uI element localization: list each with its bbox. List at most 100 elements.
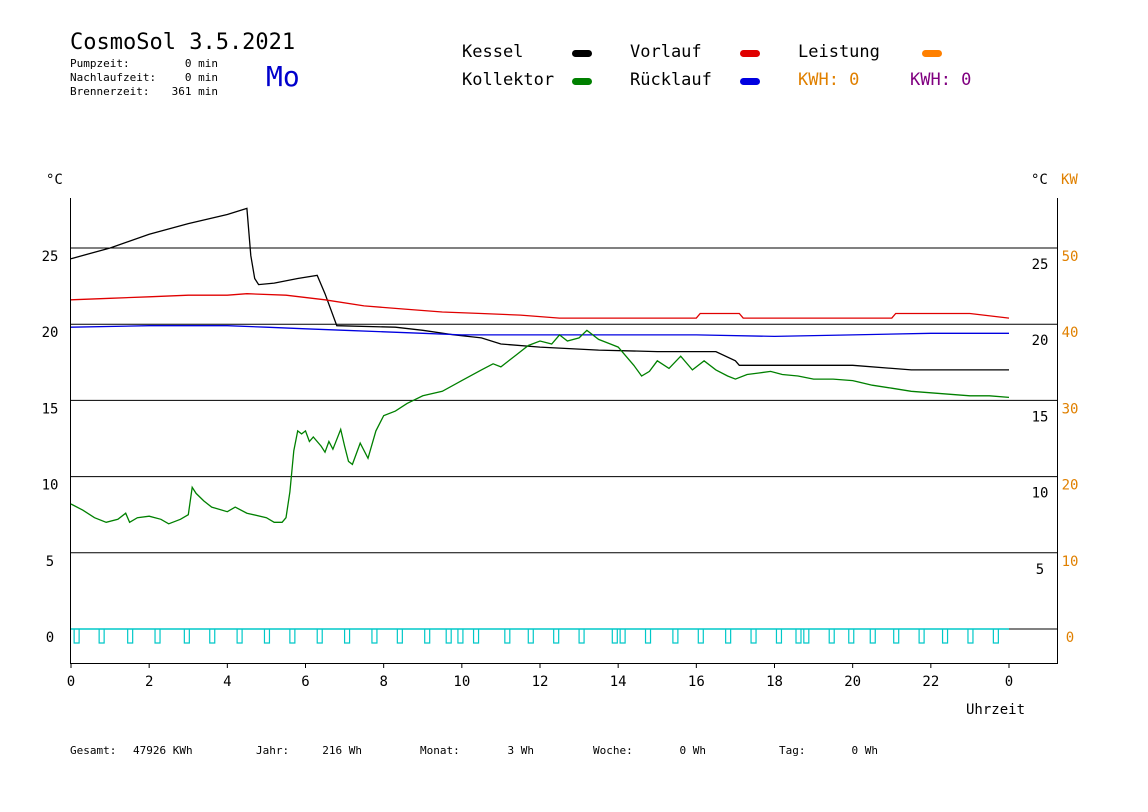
pump-pulse <box>848 629 855 644</box>
pump-pulse <box>750 629 757 644</box>
weekday-label: Mo <box>266 60 300 93</box>
right-axis-unit: °C <box>1031 172 1048 188</box>
pump-pulse <box>644 629 652 644</box>
y-left-tick-label: 10 <box>42 478 59 494</box>
legend-kwh-purple: KWH: 0 <box>910 70 972 90</box>
footer-gesamt-value: 47926 KWh <box>133 744 193 757</box>
pump-pulse <box>619 629 626 644</box>
x-axis-label: Uhrzeit <box>966 702 1026 718</box>
afterrun-time-label: Nachlaufzeit: <box>70 71 157 84</box>
pump-pulse <box>236 629 243 644</box>
legend-ruecklauf-swatch <box>740 78 760 85</box>
pump-pulse <box>941 629 949 644</box>
series-line-rcklauf <box>70 325 1009 338</box>
page-title: CosmoSol 3.5.2021 <box>70 30 296 55</box>
series-line-kessel <box>70 207 1009 371</box>
x-tick-label: 12 <box>532 674 549 690</box>
y-left-tick-label: 25 <box>42 249 59 265</box>
footer-jahr-label: Jahr: <box>256 744 290 757</box>
legend-kollektor-swatch <box>572 78 592 85</box>
y-right-tick-label: 10 <box>1032 486 1049 502</box>
y-left-tick-label: 20 <box>42 325 59 341</box>
tick-labels: 0 2 4 6 8 10 12 14 16 18 20 22 0 0 5 10 15 20 25 5 10 15 20 25 0… <box>42 249 1079 690</box>
axes <box>70 198 1058 668</box>
footer-tag-value: 0 Wh <box>851 744 879 757</box>
pump-pulse <box>127 629 134 644</box>
pump-pulse <box>504 629 511 644</box>
burner-time-value: 361 min <box>171 85 218 98</box>
legend-kessel-swatch <box>572 50 592 57</box>
pump-pulse <box>992 629 999 644</box>
burner-time-label: Brennerzeit: <box>70 85 150 98</box>
kw-tick-label: 30 <box>1062 401 1079 417</box>
pump-pulse <box>803 629 810 644</box>
footer-tag-label: Tag: <box>779 744 806 757</box>
pump-pulse <box>967 629 974 644</box>
pump-pulse <box>209 629 216 644</box>
footer-monat-value: 3 Wh <box>507 744 535 757</box>
x-tick-label: 22 <box>922 674 939 690</box>
pump-pulse <box>183 629 190 644</box>
pump-pulse <box>553 629 560 644</box>
legend-vorlauf-label: Vorlauf <box>630 42 702 62</box>
pump-pulse <box>263 629 271 644</box>
pump-pulse <box>869 629 876 644</box>
pump-pulse <box>98 629 105 644</box>
pump-pulse <box>396 629 403 644</box>
x-tick-label: 16 <box>688 674 705 690</box>
pump-pulse <box>725 629 732 644</box>
afterrun-time-value: 0 min <box>184 71 218 84</box>
x-tick-label: 4 <box>223 674 231 690</box>
pump-time-label: Pumpzeit: <box>70 57 130 70</box>
legend-kwh-orange: KWH: 0 <box>798 70 860 90</box>
pump-pulse <box>828 629 835 644</box>
kw-tick-label: 0 <box>1066 630 1074 646</box>
grid-lines <box>71 247 1057 630</box>
legend-ruecklauf-label: Rücklauf <box>630 70 712 90</box>
y-right-tick-label: 20 <box>1032 333 1049 349</box>
kw-tick-label: 10 <box>1062 554 1079 570</box>
x-tick-label: 20 <box>844 674 861 690</box>
pump-pulse <box>289 629 296 644</box>
pump-pulse <box>457 629 464 644</box>
series-line-vorlauf <box>70 293 1010 319</box>
pump-pulse <box>73 629 80 644</box>
y-left-tick-label: 15 <box>42 401 59 417</box>
x-tick-label: 8 <box>379 674 387 690</box>
pump-pulse <box>424 629 431 644</box>
x-tick-label: 10 <box>453 674 470 690</box>
pump-pulse <box>611 629 618 644</box>
series-line-kollektor <box>70 329 1010 525</box>
pump-time-value: 0 min <box>184 57 218 70</box>
legend-leistung-swatch <box>922 50 942 57</box>
pump-pulse <box>154 629 161 644</box>
pump-pulse <box>795 629 802 644</box>
pump-pulse <box>893 629 900 644</box>
kw-axis-unit: KW <box>1061 172 1078 188</box>
x-tick-label: 2 <box>145 674 153 690</box>
kw-tick-label: 40 <box>1062 325 1079 341</box>
x-tick-label: 18 <box>766 674 783 690</box>
pump-pulse <box>918 629 925 644</box>
series-lines <box>70 207 1010 644</box>
y-right-tick-label: 5 <box>1036 562 1044 578</box>
pump-pulse <box>697 629 704 644</box>
pump-pulse <box>445 629 452 644</box>
x-tick-label: 0 <box>67 674 75 690</box>
legend-kessel-label: Kessel <box>462 42 524 62</box>
left-axis-unit: °C <box>46 172 63 188</box>
footer-woche-value: 0 Wh <box>679 744 707 757</box>
x-tick-label: 6 <box>301 674 309 690</box>
footer-woche-label: Woche: <box>593 744 633 757</box>
legend-vorlauf-swatch <box>740 50 760 57</box>
pump-pulse <box>775 629 783 644</box>
pump-pulse <box>578 629 585 644</box>
y-left-tick-label: 0 <box>46 630 54 646</box>
x-tick-label: 0 <box>1005 674 1013 690</box>
footer-jahr-value: 216 Wh <box>322 744 362 757</box>
footer-monat-label: Monat: <box>420 744 460 757</box>
y-right-tick-label: 25 <box>1032 257 1049 273</box>
legend-kollektor-label: Kollektor <box>462 70 555 90</box>
pump-pulse <box>371 629 378 644</box>
